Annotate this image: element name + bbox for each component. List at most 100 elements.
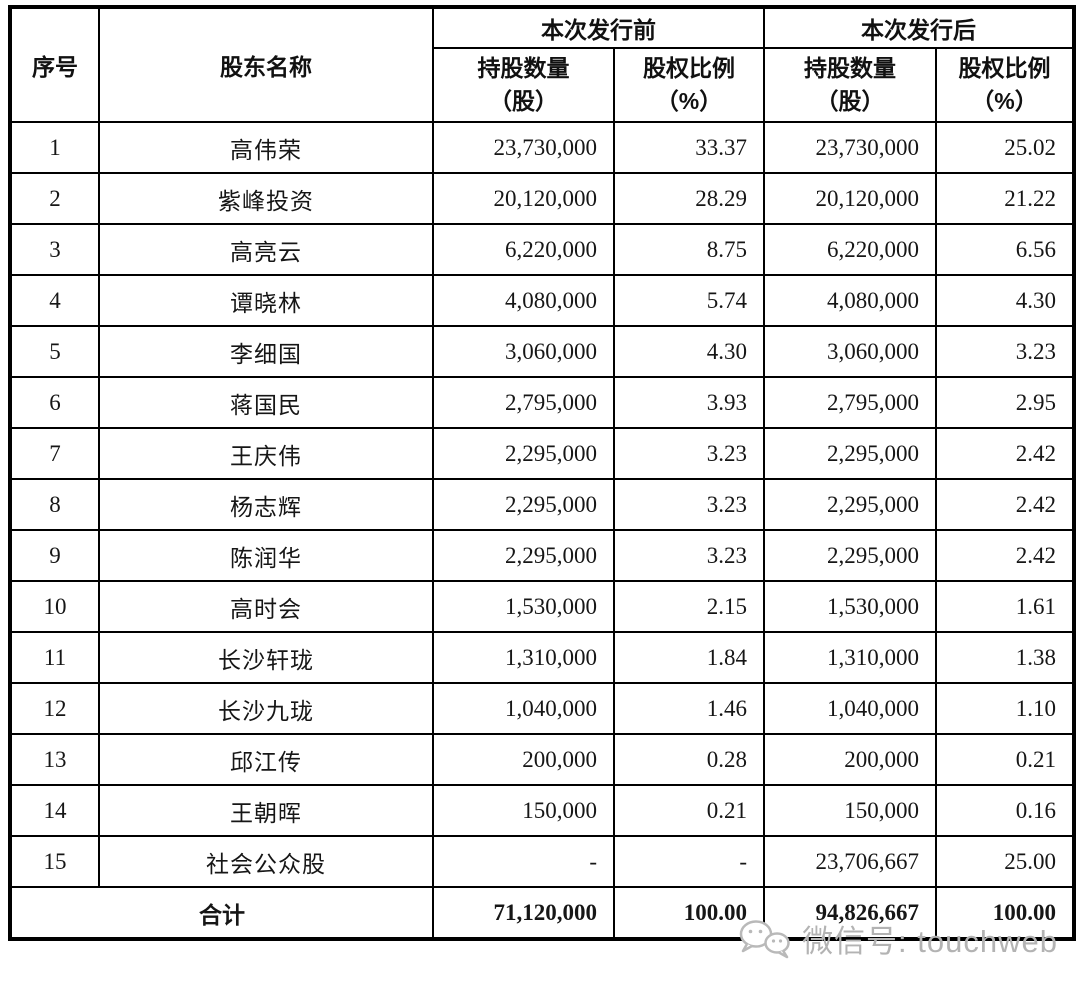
cell-ratio-before: -	[613, 835, 765, 888]
cell-ratio-after: 25.02	[935, 121, 1075, 174]
table-row: 6 蒋国民 2,795,000 3.93 2,795,000 2.95	[9, 376, 1075, 429]
shareholder-table: 序号 股东名称 本次发行前 本次发行后 持股数量 （股） 股权比例 （%） 持股…	[8, 5, 1076, 941]
cell-ratio-before: 28.29	[613, 172, 765, 225]
table-row: 15 社会公众股 - - 23,706,667 25.00	[9, 835, 1075, 888]
cell-shares-after: 1,040,000	[763, 682, 937, 735]
cell-ratio-after: 25.00	[935, 835, 1075, 888]
cell-shareholder-name: 长沙轩珑	[98, 631, 434, 684]
cell-seq: 4	[9, 274, 100, 327]
cell-shares-after: 4,080,000	[763, 274, 937, 327]
cell-shares-before: 1,530,000	[432, 580, 615, 633]
cell-shares-after: 23,730,000	[763, 121, 937, 174]
cell-ratio-before: 3.93	[613, 376, 765, 429]
cell-seq: 6	[9, 376, 100, 429]
cell-shares-before: 2,295,000	[432, 427, 615, 480]
cell-shares-before: 23,730,000	[432, 121, 615, 174]
total-shares-before: 71,120,000	[432, 886, 615, 940]
cell-ratio-after: 6.56	[935, 223, 1075, 276]
cell-shares-before: 2,295,000	[432, 478, 615, 531]
cell-ratio-after: 2.42	[935, 478, 1075, 531]
cell-shares-before: -	[432, 835, 615, 888]
header-ratio-after: 股权比例 （%）	[935, 47, 1075, 123]
cell-ratio-before: 3.23	[613, 478, 765, 531]
cell-shares-after: 1,530,000	[763, 580, 937, 633]
cell-seq: 11	[9, 631, 100, 684]
cell-ratio-before: 3.23	[613, 427, 765, 480]
header-subhead-row: 持股数量 （股） 股权比例 （%） 持股数量 （股） 股权比例 （%）	[10, 47, 1075, 123]
cell-ratio-after: 0.16	[935, 784, 1075, 837]
cell-shareholder-name: 谭晓林	[98, 274, 434, 327]
cell-shares-before: 4,080,000	[432, 274, 615, 327]
table-row: 2 紫峰投资 20,120,000 28.29 20,120,000 21.22	[9, 172, 1075, 225]
table-row: 3 高亮云 6,220,000 8.75 6,220,000 6.56	[9, 223, 1075, 276]
cell-seq: 9	[9, 529, 100, 582]
cell-shares-before: 2,295,000	[432, 529, 615, 582]
cell-seq: 14	[9, 784, 100, 837]
cell-shareholder-name: 长沙九珑	[98, 682, 434, 735]
cell-shares-after: 150,000	[763, 784, 937, 837]
cell-shareholder-name: 王庆伟	[98, 427, 434, 480]
cell-ratio-before: 2.15	[613, 580, 765, 633]
cell-shares-after: 6,220,000	[763, 223, 937, 276]
table-row: 10 高时会 1,530,000 2.15 1,530,000 1.61	[9, 580, 1075, 633]
header-group-before: 本次发行前	[432, 6, 765, 49]
cell-ratio-before: 3.23	[613, 529, 765, 582]
cell-seq: 1	[9, 121, 100, 174]
watermark: 微信号: touchweb	[736, 916, 1058, 961]
cell-shareholder-name: 社会公众股	[98, 835, 434, 888]
wechat-icon	[736, 917, 794, 961]
cell-ratio-before: 8.75	[613, 223, 765, 276]
cell-seq: 2	[9, 172, 100, 225]
header-group-after: 本次发行后	[763, 6, 1075, 49]
cell-ratio-after: 0.21	[935, 733, 1075, 786]
cell-shareholder-name: 蒋国民	[98, 376, 434, 429]
cell-ratio-before: 33.37	[613, 121, 765, 174]
table-row: 13 邱江传 200,000 0.28 200,000 0.21	[9, 733, 1075, 786]
cell-ratio-after: 1.10	[935, 682, 1075, 735]
cell-shares-after: 20,120,000	[763, 172, 937, 225]
total-label: 合计	[9, 886, 434, 940]
cell-shares-before: 150,000	[432, 784, 615, 837]
cell-shareholder-name: 邱江传	[98, 733, 434, 786]
cell-seq: 13	[9, 733, 100, 786]
cell-shareholder-name: 杨志辉	[98, 478, 434, 531]
cell-shares-after: 3,060,000	[763, 325, 937, 378]
cell-shares-before: 200,000	[432, 733, 615, 786]
cell-ratio-after: 2.42	[935, 529, 1075, 582]
cell-ratio-after: 1.61	[935, 580, 1075, 633]
total-row: 合计 71,120,000 100.00 94,826,667 100.00	[9, 886, 1075, 940]
cell-ratio-after: 3.23	[935, 325, 1075, 378]
cell-seq: 15	[9, 835, 100, 888]
cell-shareholder-name: 王朝晖	[98, 784, 434, 837]
cell-ratio-before: 1.84	[613, 631, 765, 684]
cell-shares-after: 23,706,667	[763, 835, 937, 888]
total-shares-after: 94,826,667	[763, 886, 937, 940]
table-row: 11 长沙轩珑 1,310,000 1.84 1,310,000 1.38	[9, 631, 1075, 684]
table-row: 8 杨志辉 2,295,000 3.23 2,295,000 2.42	[9, 478, 1075, 531]
cell-shares-before: 20,120,000	[432, 172, 615, 225]
cell-ratio-after: 4.30	[935, 274, 1075, 327]
cell-shareholder-name: 李细国	[98, 325, 434, 378]
cell-ratio-before: 4.30	[613, 325, 765, 378]
cell-shares-after: 2,295,000	[763, 478, 937, 531]
cell-seq: 5	[9, 325, 100, 378]
table-row: 14 王朝晖 150,000 0.21 150,000 0.16	[9, 784, 1075, 837]
cell-shares-before: 2,795,000	[432, 376, 615, 429]
table-row: 1 高伟荣 23,730,000 33.37 23,730,000 25.02	[9, 121, 1075, 174]
table-row: 9 陈润华 2,295,000 3.23 2,295,000 2.42	[9, 529, 1075, 582]
cell-shares-before: 3,060,000	[432, 325, 615, 378]
cell-ratio-after: 1.38	[935, 631, 1075, 684]
cell-shares-before: 6,220,000	[432, 223, 615, 276]
cell-shares-before: 1,310,000	[432, 631, 615, 684]
cell-shares-after: 2,295,000	[763, 529, 937, 582]
header-seq: 序号	[9, 6, 100, 123]
cell-ratio-before: 0.21	[613, 784, 765, 837]
cell-seq: 12	[9, 682, 100, 735]
cell-seq: 7	[9, 427, 100, 480]
cell-ratio-before: 0.28	[613, 733, 765, 786]
header-shareholder-name: 股东名称	[98, 6, 434, 123]
cell-shares-after: 2,295,000	[763, 427, 937, 480]
header-shares-after: 持股数量 （股）	[763, 47, 937, 123]
cell-shareholder-name: 陈润华	[98, 529, 434, 582]
